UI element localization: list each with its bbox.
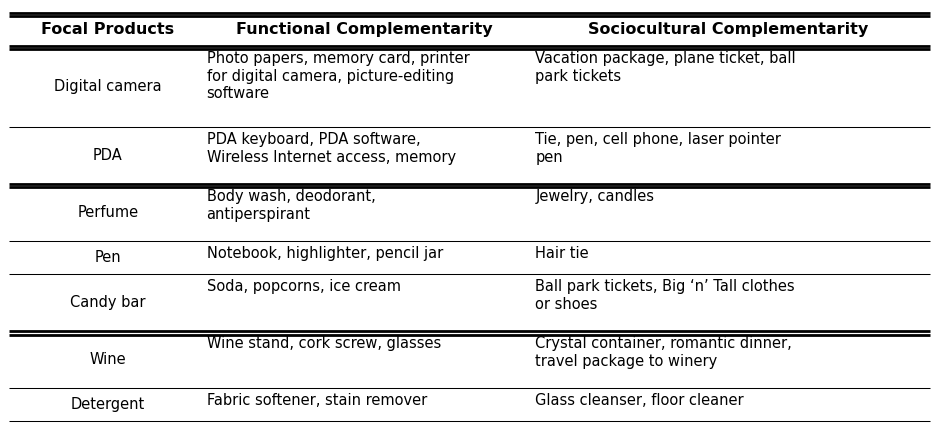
Text: Tie, pen, cell phone, laser pointer
pen: Tie, pen, cell phone, laser pointer pen — [535, 132, 781, 165]
Text: Crystal container, romantic dinner,
travel package to winery: Crystal container, romantic dinner, trav… — [535, 336, 792, 369]
Text: Wine stand, cork screw, glasses: Wine stand, cork screw, glasses — [207, 336, 440, 351]
Text: Digital camera: Digital camera — [54, 79, 162, 94]
Text: Body wash, deodorant,
antiperspirant: Body wash, deodorant, antiperspirant — [207, 189, 376, 221]
Text: Perfume: Perfume — [77, 205, 139, 220]
Text: Candy bar: Candy bar — [70, 295, 146, 310]
Text: Hair tie: Hair tie — [535, 246, 589, 261]
Text: Notebook, highlighter, pencil jar: Notebook, highlighter, pencil jar — [207, 246, 443, 261]
Text: PDA keyboard, PDA software,
Wireless Internet access, memory: PDA keyboard, PDA software, Wireless Int… — [207, 132, 455, 165]
Text: Fabric softener, stain remover: Fabric softener, stain remover — [207, 393, 427, 408]
Text: Soda, popcorns, ice cream: Soda, popcorns, ice cream — [207, 280, 401, 295]
Text: Focal Products: Focal Products — [41, 22, 175, 37]
Text: Glass cleanser, floor cleaner: Glass cleanser, floor cleaner — [535, 393, 744, 408]
Text: Wine: Wine — [89, 352, 127, 367]
Text: Detergent: Detergent — [70, 397, 146, 412]
Text: Vacation package, plane ticket, ball
park tickets: Vacation package, plane ticket, ball par… — [535, 51, 796, 83]
Text: Photo papers, memory card, printer
for digital camera, picture-editing
software: Photo papers, memory card, printer for d… — [207, 51, 470, 101]
Text: Jewelry, candles: Jewelry, candles — [535, 189, 654, 204]
Text: Functional Complementarity: Functional Complementarity — [236, 22, 492, 37]
Text: Pen: Pen — [95, 250, 121, 265]
Text: Ball park tickets, Big ‘n’ Tall clothes
or shoes: Ball park tickets, Big ‘n’ Tall clothes … — [535, 280, 794, 312]
Text: Sociocultural Complementarity: Sociocultural Complementarity — [588, 22, 868, 37]
Text: PDA: PDA — [93, 148, 123, 163]
